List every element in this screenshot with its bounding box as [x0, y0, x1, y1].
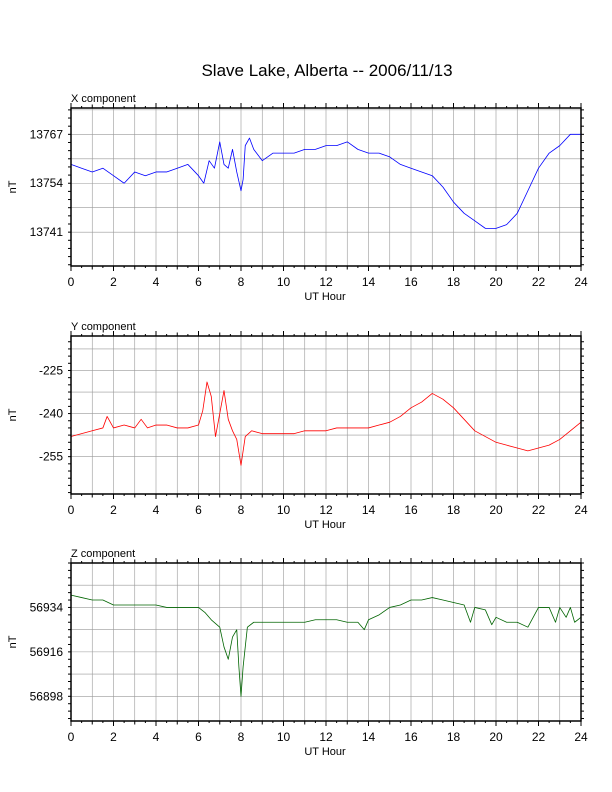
x-tick-label: 16: [404, 503, 418, 517]
x-tick-label: 16: [404, 730, 418, 744]
x-tick-label: 14: [362, 503, 376, 517]
y-tick-label: 56916: [30, 645, 64, 659]
x-tick-label: 6: [195, 503, 202, 517]
x-tick-label: 2: [110, 730, 117, 744]
x-axis-label: UT Hour: [304, 291, 346, 303]
x-tick-label: 10: [277, 275, 291, 289]
figure-title: Slave Lake, Alberta -- 2006/11/13: [201, 61, 452, 80]
series-line-y: [70, 381, 582, 466]
x-tick-label: 22: [532, 730, 546, 744]
y-tick-label: 13741: [30, 225, 64, 239]
y-axis-label: nT: [7, 635, 19, 648]
panel-label: Z component: [71, 548, 135, 560]
x-tick-label: 20: [489, 275, 503, 289]
x-tick-label: 18: [447, 275, 461, 289]
x-tick-label: 8: [238, 503, 245, 517]
panel-label: Y component: [71, 321, 136, 333]
y-tick-label: 13754: [30, 176, 64, 190]
x-tick-label: 12: [319, 730, 333, 744]
x-tick-label: 8: [238, 730, 245, 744]
x-tick-label: 24: [574, 503, 588, 517]
x-tick-label: 10: [277, 730, 291, 744]
x-tick-label: 2: [110, 275, 117, 289]
y-axis-label: nT: [7, 408, 19, 421]
x-tick-label: 12: [319, 503, 333, 517]
x-tick-label: 0: [68, 275, 75, 289]
x-tick-label: 4: [153, 275, 160, 289]
x-tick-label: 24: [574, 275, 588, 289]
y-axis-label: nT: [7, 180, 19, 193]
y-tick-label: -225: [39, 363, 63, 377]
x-tick-label: 16: [404, 275, 418, 289]
y-tick-label: 13767: [30, 127, 64, 141]
x-tick-label: 6: [195, 730, 202, 744]
x-tick-label: 20: [489, 730, 503, 744]
y-tick-label: 56934: [30, 600, 64, 614]
x-tick-label: 8: [238, 275, 245, 289]
x-tick-label: 18: [447, 730, 461, 744]
x-tick-label: 4: [153, 730, 160, 744]
y-tick-label: -240: [39, 407, 63, 421]
x-tick-label: 14: [362, 275, 376, 289]
x-tick-label: 24: [574, 730, 588, 744]
y-tick-label: -255: [39, 450, 63, 464]
x-tick-label: 14: [362, 730, 376, 744]
x-tick-label: 0: [68, 503, 75, 517]
panel-label: X component: [71, 93, 136, 105]
y-tick-label: 56898: [30, 689, 64, 703]
x-axis-label: UT Hour: [304, 746, 346, 758]
x-tick-label: 6: [195, 275, 202, 289]
x-tick-label: 12: [319, 275, 333, 289]
x-tick-label: 18: [447, 503, 461, 517]
x-tick-label: 0: [68, 730, 75, 744]
x-tick-label: 22: [532, 275, 546, 289]
series-line-z: [70, 594, 582, 697]
x-tick-label: 10: [277, 503, 291, 517]
x-tick-label: 2: [110, 503, 117, 517]
x-tick-label: 22: [532, 503, 546, 517]
x-tick-label: 20: [489, 503, 503, 517]
x-axis-label: UT Hour: [304, 519, 346, 531]
series-line-x: [70, 133, 581, 229]
x-tick-label: 4: [153, 503, 160, 517]
